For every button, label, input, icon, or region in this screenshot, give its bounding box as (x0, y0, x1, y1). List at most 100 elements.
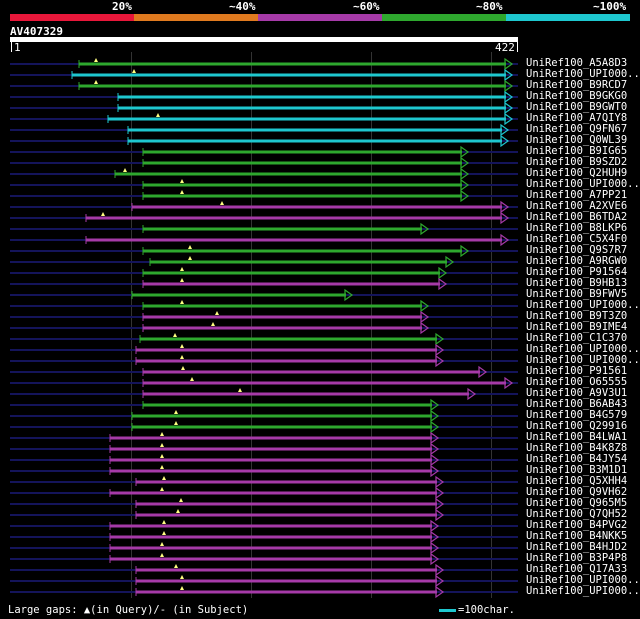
hit-arrowhead-icon (420, 299, 430, 313)
hit-label[interactable]: UniRef100_Q9VH62 (526, 486, 628, 498)
hit-label[interactable]: UniRef100_Q9S7R7 (526, 244, 628, 256)
hit-label[interactable]: UniRef100_C5X4F0 (526, 233, 628, 245)
hit-label[interactable]: UniRef100_B3M1D1 (526, 464, 628, 476)
query-end: 422 (495, 41, 515, 54)
hit-arrowhead-icon (460, 145, 470, 159)
hit-label[interactable]: UniRef100_B9GKG0 (526, 90, 628, 102)
hit-label[interactable]: UniRef100_B4JY54 (526, 453, 628, 465)
query-gap-marker-icon (176, 509, 180, 513)
identity-band-60 (258, 14, 382, 21)
hit-label[interactable]: UniRef100_B9HB13 (526, 277, 628, 289)
hit-label[interactable]: UniRef100_B9IME4 (526, 321, 628, 333)
hit-label[interactable]: UniRef100_B4HJD2 (526, 541, 628, 553)
hit-label[interactable]: UniRef100_Q29916 (526, 420, 628, 432)
hit-arrowhead-icon (500, 134, 510, 148)
hit-arrowhead-icon (435, 574, 445, 588)
query-gap-marker-icon (174, 564, 178, 568)
hit-label[interactable]: UniRef100_B9T3Z0 (526, 310, 628, 322)
hit-label[interactable]: UniRef100_UPI000.. (526, 178, 640, 190)
hit-label[interactable]: UniRef100_C1C370 (526, 332, 628, 344)
hit-label[interactable]: UniRef100_B9GWT0 (526, 101, 628, 113)
hit-arrowhead-icon (344, 288, 354, 302)
query-gap-marker-icon (160, 454, 164, 458)
hit-label[interactable]: UniRef100_B4K8Z8 (526, 442, 628, 454)
hit-label[interactable]: UniRef100_Q7QH52 (526, 508, 628, 520)
hit-label[interactable]: UniRef100_UPI000.. (526, 68, 640, 80)
hit-label[interactable]: UniRef100_Q2HUH9 (526, 167, 628, 179)
hit-label[interactable]: UniRef100_A7QIY8 (526, 112, 628, 124)
query-gap-marker-icon (162, 476, 166, 480)
hit-label[interactable]: UniRef100_UPI000.. (526, 343, 640, 355)
hit-arrowhead-icon (460, 156, 470, 170)
hit-arrowhead-icon (420, 222, 430, 236)
hit-label[interactable]: UniRef100_A2XVE6 (526, 200, 628, 212)
hit-label[interactable]: UniRef100_UPI000.. (526, 574, 640, 586)
hit-label[interactable]: UniRef100_O65555 (526, 376, 628, 388)
hit-label[interactable]: UniRef100_B3P4P8 (526, 552, 628, 564)
hit-label[interactable]: UniRef100_A9V3U1 (526, 387, 628, 399)
hit-label[interactable]: UniRef100_A7PP21 (526, 189, 628, 201)
query-gap-marker-icon (173, 333, 177, 337)
hit-label[interactable]: UniRef100_B6TDA2 (526, 211, 628, 223)
query-gap-marker-icon (160, 432, 164, 436)
gridline (371, 52, 372, 598)
hit-label[interactable]: UniRef100_B4PVG2 (526, 519, 628, 531)
hit-label[interactable]: UniRef100_Q9FN67 (526, 123, 628, 135)
hit-arrowhead-icon (435, 508, 445, 522)
hit-label[interactable]: UniRef100_UPI000.. (526, 299, 640, 311)
query-gap-marker-icon (180, 355, 184, 359)
query-gap-marker-icon (160, 465, 164, 469)
hit-label[interactable]: UniRef100_Q0WL39 (526, 134, 628, 146)
gridline (491, 52, 492, 598)
query-ruler (10, 37, 518, 42)
scale-label-40: ~40% (229, 0, 256, 13)
hit-label[interactable]: UniRef100_B4G579 (526, 409, 628, 421)
query-gap-marker-icon (188, 256, 192, 260)
hit-label[interactable]: UniRef100_B9IG65 (526, 145, 628, 157)
query-gap-marker-icon (160, 542, 164, 546)
query-gap-marker-icon (101, 212, 105, 216)
hit-arrowhead-icon (420, 310, 430, 324)
hit-label[interactable]: UniRef100_UPI000.. (526, 585, 640, 597)
hit-label[interactable]: UniRef100_A9RGW0 (526, 255, 628, 267)
hit-arrowhead-icon (504, 79, 514, 93)
identity-band-40 (134, 14, 258, 21)
hit-arrowhead-icon (435, 332, 445, 346)
hit-arrowhead-icon (435, 497, 445, 511)
hit-label[interactable]: UniRef100_Q5XHH4 (526, 475, 628, 487)
query-gap-marker-icon (180, 575, 184, 579)
hit-arrowhead-icon (430, 431, 440, 445)
hit-label[interactable]: UniRef100_Q17A33 (526, 563, 628, 575)
query-gap-marker-icon (162, 531, 166, 535)
hit-arrowhead-icon (420, 321, 430, 335)
query-gap-marker-icon (238, 388, 242, 392)
hit-label[interactable]: UniRef100_B9FWV5 (526, 288, 628, 300)
query-gap-marker-icon (215, 311, 219, 315)
hit-label[interactable]: UniRef100_UPI000.. (526, 354, 640, 366)
scale-line-icon (439, 609, 456, 612)
hit-label[interactable]: UniRef100_B8LKP6 (526, 222, 628, 234)
hit-label[interactable]: UniRef100_B9SZD2 (526, 156, 628, 168)
query-gap-marker-icon (123, 168, 127, 172)
hit-arrowhead-icon (504, 57, 514, 71)
hit-label[interactable]: UniRef100_B9RCD7 (526, 79, 628, 91)
hit-label[interactable]: UniRef100_P91561 (526, 365, 628, 377)
hit-label[interactable]: UniRef100_B4LWA1 (526, 431, 628, 443)
hit-arrowhead-icon (430, 519, 440, 533)
query-gap-marker-icon (160, 443, 164, 447)
query-start: 1 (14, 41, 21, 54)
hit-label[interactable]: UniRef100_A5A8D3 (526, 57, 628, 69)
hit-arrowhead-icon (435, 486, 445, 500)
hit-label[interactable]: UniRef100_Q965M5 (526, 497, 628, 509)
identity-band-100 (506, 14, 630, 21)
hit-label[interactable]: UniRef100_P91564 (526, 266, 628, 278)
query-gap-marker-icon (162, 520, 166, 524)
hit-arrowhead-icon (445, 255, 455, 269)
hit-label[interactable]: UniRef100_B4NKK5 (526, 530, 628, 542)
hit-label[interactable]: UniRef100_B6AB43 (526, 398, 628, 410)
hit-arrowhead-icon (430, 442, 440, 456)
hit-arrowhead-icon (430, 398, 440, 412)
hit-arrowhead-icon (504, 68, 514, 82)
hit-arrowhead-icon (435, 475, 445, 489)
